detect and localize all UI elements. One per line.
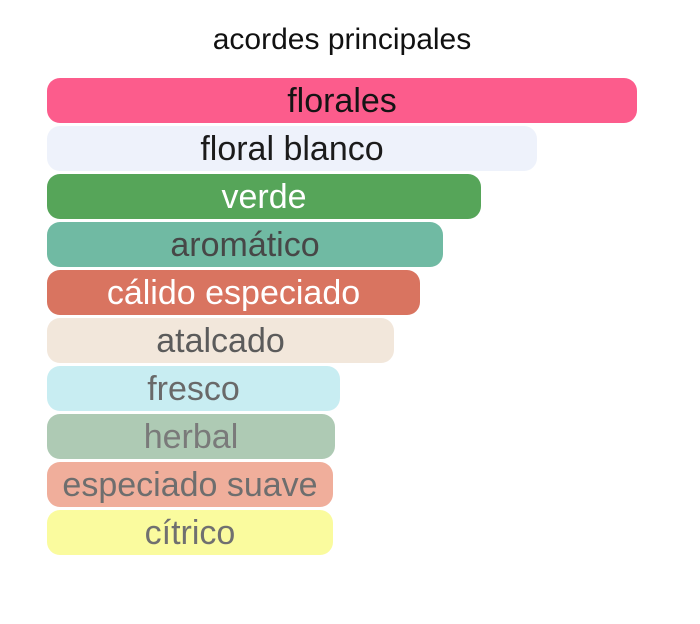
accord-bar: aromático bbox=[47, 222, 443, 267]
accords-bars: florales floral blanco verde aromático cálid… bbox=[47, 78, 700, 555]
chart-title: acordes principales bbox=[212, 23, 472, 56]
accord-bar-label: aromático bbox=[170, 225, 320, 264]
accord-bar-label: florales bbox=[287, 81, 397, 120]
accord-bar-label: cálido especiado bbox=[106, 273, 361, 312]
accord-bar: verde bbox=[47, 174, 481, 219]
accords-chart: acordes principales florales floral blanc… bbox=[47, 23, 700, 555]
accord-bar: floral blanco bbox=[47, 126, 537, 171]
accord-bar: especiado suave bbox=[47, 462, 333, 507]
accord-bar-label: herbal bbox=[143, 417, 239, 456]
accord-bar: herbal bbox=[47, 414, 335, 459]
accord-bar-label: cítrico bbox=[144, 513, 236, 552]
accord-bar: atalcado bbox=[47, 318, 394, 363]
accord-bar: cálido especiado bbox=[47, 270, 420, 315]
accord-bar: fresco bbox=[47, 366, 340, 411]
accord-bar: cítrico bbox=[47, 510, 333, 555]
accord-bar-label: atalcado bbox=[156, 321, 285, 360]
accord-bar: florales bbox=[47, 78, 637, 123]
accord-bar-label: fresco bbox=[147, 369, 240, 408]
accord-bar-label: floral blanco bbox=[200, 129, 384, 168]
accord-bar-label: especiado suave bbox=[62, 465, 318, 504]
accord-bar-label: verde bbox=[221, 177, 307, 216]
